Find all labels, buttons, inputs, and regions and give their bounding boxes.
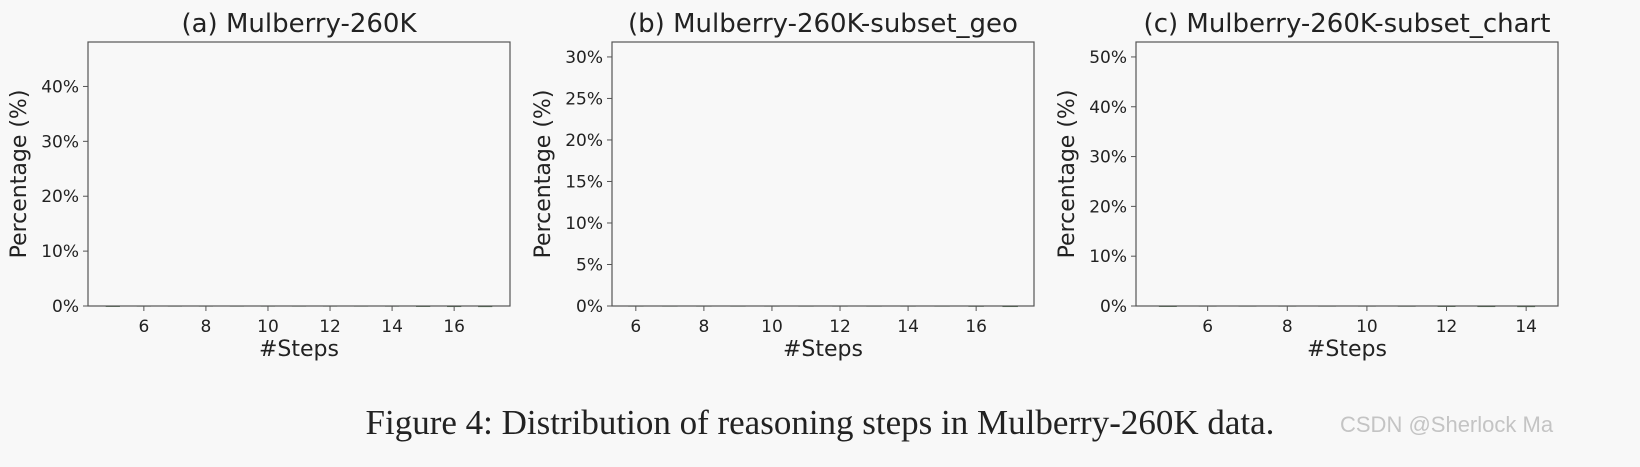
plot-frame bbox=[87, 41, 511, 307]
y-tick-label: 10% bbox=[41, 242, 79, 262]
y-tick-label: 40% bbox=[41, 77, 79, 97]
y-tick-label: 0% bbox=[1100, 297, 1127, 317]
x-axis-label: #Steps bbox=[783, 337, 863, 362]
y-tick-label: 5% bbox=[576, 255, 603, 275]
y-axis-label: Percentage (%) bbox=[1055, 90, 1080, 259]
y-axis-label: Percentage (%) bbox=[531, 90, 556, 259]
y-tick-label: 20% bbox=[41, 187, 79, 207]
x-axis-label: #Steps bbox=[1307, 337, 1387, 362]
x-tick-label: 8 bbox=[200, 317, 211, 337]
x-tick-label: 16 bbox=[443, 317, 465, 337]
y-tick-label: 30% bbox=[41, 132, 79, 152]
watermark: CSDN @Sherlock Ma bbox=[1340, 412, 1554, 437]
x-tick-label: 6 bbox=[1202, 317, 1213, 337]
y-tick-label: 25% bbox=[565, 89, 603, 109]
x-axis-label: #Steps bbox=[259, 337, 339, 362]
x-tick-label: 12 bbox=[319, 317, 341, 337]
chart-title: (a) Mulberry-260K bbox=[181, 9, 417, 39]
y-tick-label: 0% bbox=[52, 297, 79, 317]
plot-frame bbox=[611, 41, 1035, 307]
x-tick-label: 14 bbox=[1515, 317, 1537, 337]
y-tick-label: 10% bbox=[1089, 247, 1127, 267]
x-tick-label: 10 bbox=[257, 317, 279, 337]
y-tick-label: 40% bbox=[1089, 98, 1127, 118]
y-tick-label: 30% bbox=[565, 48, 603, 68]
y-tick-label: 15% bbox=[565, 172, 603, 192]
subplot-1: 6 8 10 12 14 16 0% 10% 20% 30% 40% (a) Mulberry-260… bbox=[7, 9, 511, 362]
y-tick-label: 20% bbox=[1089, 197, 1127, 217]
x-tick-label: 8 bbox=[698, 317, 709, 337]
y-tick-label: 20% bbox=[565, 131, 603, 151]
y-tick-label: 0% bbox=[576, 297, 603, 317]
subplot-2: 6 8 10 12 14 16 0% 5% 10% 15% 20% 25% 30% (b) Mulberr… bbox=[531, 9, 1035, 362]
x-tick-label: 16 bbox=[965, 317, 987, 337]
y-tick-label: 50% bbox=[1089, 48, 1127, 68]
x-tick-label: 8 bbox=[1282, 317, 1293, 337]
x-tick-label: 14 bbox=[381, 317, 403, 337]
x-tick-label: 6 bbox=[138, 317, 149, 337]
subplot-3: 6 8 10 12 14 0% 10% 20% 30% 40% 50% (c) Mulberry-26… bbox=[1055, 9, 1559, 362]
figure-caption: Figure 4: Distribution of reasoning step… bbox=[365, 403, 1275, 442]
y-tick-label: 30% bbox=[1089, 148, 1127, 168]
chart-title: (b) Mulberry-260K-subset_geo bbox=[628, 9, 1018, 39]
x-tick-label: 14 bbox=[897, 317, 919, 337]
y-tick-label: 10% bbox=[565, 214, 603, 234]
x-tick-label: 10 bbox=[761, 317, 783, 337]
figure: 6 8 10 12 14 16 0% 10% 20% 30% 40% (a) Mulberry-260… bbox=[7, 9, 1559, 362]
x-tick-label: 6 bbox=[630, 317, 641, 337]
x-tick-label: 12 bbox=[1436, 317, 1458, 337]
chart-title: (c) Mulberry-260K-subset_chart bbox=[1144, 9, 1551, 39]
x-tick-label: 10 bbox=[1356, 317, 1378, 337]
x-tick-label: 12 bbox=[829, 317, 851, 337]
plot-frame bbox=[1135, 41, 1559, 307]
y-axis-label: Percentage (%) bbox=[7, 90, 32, 259]
